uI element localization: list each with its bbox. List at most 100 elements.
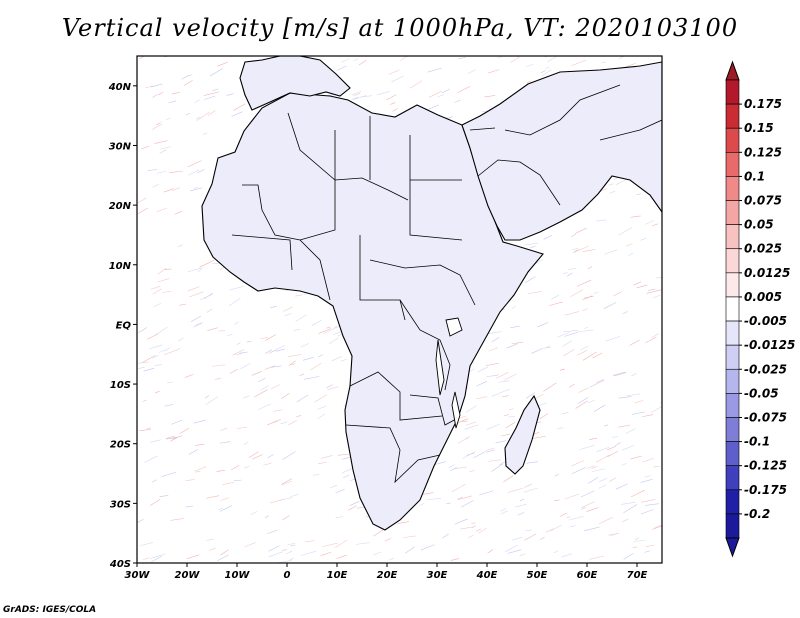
contour-stroke (636, 193, 641, 196)
contour-stroke (497, 56, 505, 59)
contour-stroke (505, 421, 516, 429)
contour-stroke (479, 490, 494, 496)
contour-stroke (476, 381, 488, 387)
contour-stroke (203, 95, 216, 100)
contour-stroke (626, 243, 633, 247)
lat-tick-label: 20N (109, 201, 132, 212)
contour-stroke (264, 515, 269, 519)
contour-stroke (296, 394, 309, 403)
contour-stroke (607, 445, 617, 451)
colorbar-segment (725, 79, 740, 105)
colorbar-segment (725, 320, 740, 346)
contour-stroke (543, 346, 552, 349)
contour-stroke (157, 267, 168, 275)
contour-stroke (151, 83, 163, 88)
colorbar-label: 0.15 (744, 121, 774, 135)
contour-stroke (171, 91, 180, 95)
contour-stroke (486, 447, 494, 451)
contour-stroke (540, 536, 545, 540)
colorbar-label: -0.2 (744, 507, 770, 521)
contour-stroke (296, 415, 302, 417)
land-masses (201, 56, 662, 531)
contour-stroke (281, 480, 293, 486)
contour-stroke (622, 444, 635, 451)
contour-stroke (607, 451, 618, 458)
grads-credit: GrADS: IGES/COLA (3, 605, 97, 615)
contour-stroke (219, 427, 228, 431)
contour-stroke (462, 451, 476, 459)
contour-stroke (183, 80, 193, 86)
colorbar-label: 0.075 (744, 194, 782, 208)
contour-stroke (222, 482, 235, 485)
contour-stroke (337, 453, 349, 456)
contour-stroke (618, 424, 631, 428)
contour-stroke (188, 449, 198, 455)
contour-stroke (310, 362, 322, 371)
contour-stroke (471, 522, 476, 524)
contour-stroke (326, 326, 331, 329)
contour-stroke (314, 394, 328, 403)
contour-stroke (528, 291, 542, 294)
contour-stroke (282, 306, 293, 312)
contour-stroke (530, 435, 547, 440)
contour-stroke (523, 487, 539, 493)
lat-tick-label: EQ (116, 320, 132, 331)
colorbar-label: -0.0125 (744, 338, 795, 352)
contour-stroke (317, 461, 327, 465)
contour-stroke (524, 533, 537, 541)
colorbar-label: -0.05 (744, 386, 779, 400)
europe-landmass (239, 56, 351, 111)
colorbar-label: 0.005 (744, 290, 782, 304)
contour-stroke (236, 342, 241, 345)
contour-stroke (661, 559, 662, 560)
contour-stroke (595, 219, 607, 222)
contour-stroke (603, 424, 608, 427)
contour-stroke (620, 501, 636, 505)
contour-stroke (541, 69, 552, 77)
contour-stroke (525, 529, 533, 532)
contour-stroke (461, 420, 468, 423)
contour-stroke (217, 62, 228, 67)
contour-stroke (163, 349, 177, 356)
contour-stroke (504, 373, 517, 381)
contour-stroke (152, 288, 163, 295)
contour-stroke (151, 555, 163, 563)
contour-stroke (519, 553, 526, 557)
contour-stroke (456, 85, 471, 94)
contour-stroke (194, 471, 201, 473)
colorbar-label: -0.025 (744, 362, 787, 376)
contour-stroke (199, 294, 213, 301)
colorbar-segment (725, 272, 740, 298)
contour-stroke (562, 340, 573, 347)
contour-stroke (235, 353, 243, 355)
contour-stroke (441, 88, 451, 93)
colorbar-segment (725, 296, 740, 322)
contour-stroke (611, 436, 618, 438)
contour-stroke (476, 528, 482, 532)
colorbar-label: 0.1 (744, 169, 765, 183)
contour-stroke (254, 389, 268, 398)
contour-stroke (299, 373, 305, 377)
contour-stroke (156, 122, 161, 126)
contour-stroke (630, 455, 642, 460)
contour-stroke (618, 396, 632, 399)
contour-stroke (587, 465, 595, 469)
lon-tick-label: 40E (476, 570, 498, 581)
contour-stroke (626, 393, 641, 397)
contour-stroke (453, 466, 467, 470)
contour-stroke (636, 284, 648, 289)
contour-stroke (642, 414, 654, 418)
contour-stroke (141, 355, 156, 364)
contour-stroke (207, 327, 218, 331)
colorbar-segment (725, 465, 740, 491)
contour-stroke (511, 306, 516, 309)
contour-stroke (465, 421, 476, 426)
contour-stroke (159, 349, 167, 353)
contour-stroke (486, 423, 500, 430)
contour-stroke (169, 170, 183, 173)
contour-stroke (353, 92, 361, 97)
contour-stroke (629, 339, 640, 346)
contour-stroke (188, 169, 200, 176)
contour-stroke (229, 368, 238, 374)
